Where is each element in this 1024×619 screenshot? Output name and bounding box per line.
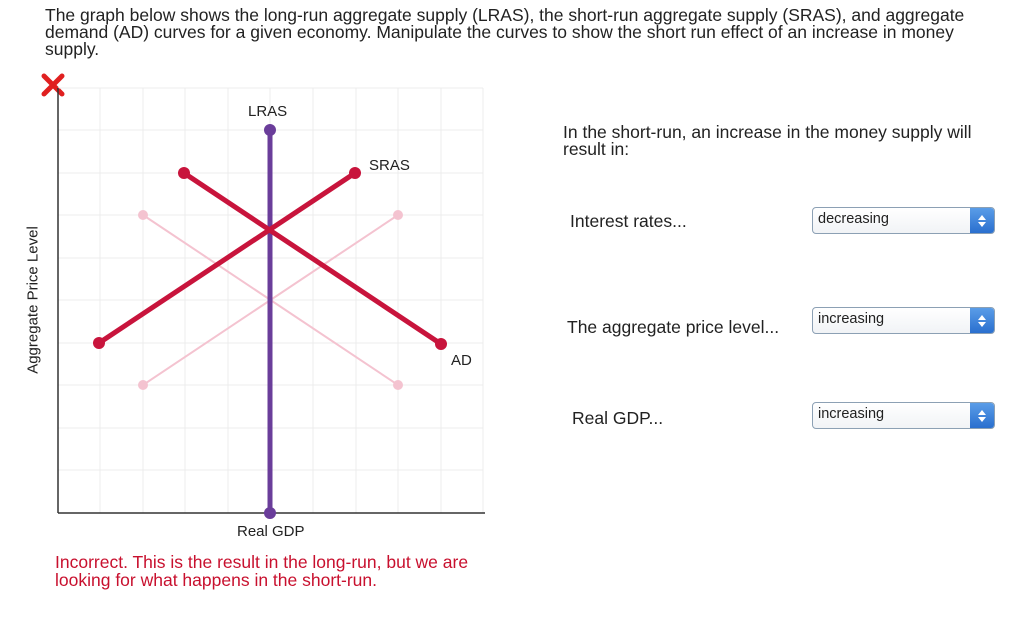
y-axis-label: Aggregate Price Level	[24, 226, 42, 374]
lras-handle-top	[264, 124, 276, 136]
price-level-dropdown[interactable]: increasing	[812, 307, 995, 334]
sras-curve	[96, 170, 358, 346]
ad-handle-left	[178, 167, 190, 179]
ad-curve	[181, 170, 444, 347]
lras-handle-bottom	[264, 507, 276, 519]
select-arrows-icon[interactable]	[970, 208, 994, 233]
price-level-label: The aggregate price level...	[567, 317, 780, 337]
real-gdp-label: Real GDP...	[572, 408, 664, 428]
interest-rates-label: Interest rates...	[570, 211, 687, 231]
ghost-endpoints	[138, 210, 403, 390]
sras-label: SRAS	[369, 157, 410, 174]
x-mark-icon	[41, 73, 65, 97]
price-level-value: increasing	[818, 311, 885, 327]
real-gdp-value: increasing	[818, 406, 885, 422]
interest-rates-value: decreasing	[818, 211, 889, 227]
lras-label: LRAS	[248, 103, 288, 120]
interest-rates-dropdown[interactable]: decreasing	[812, 207, 995, 234]
ad-handle-right	[435, 338, 447, 350]
select-arrows-icon[interactable]	[970, 403, 994, 428]
ad-label: AD	[451, 352, 472, 369]
real-gdp-dropdown[interactable]: increasing	[812, 402, 995, 429]
feedback-message: Incorrect. This is the result in the lon…	[55, 552, 469, 590]
select-arrows-icon[interactable]	[970, 308, 994, 333]
question-prompt: In the short-run, an increase in the mon…	[563, 122, 972, 159]
instructions-text: The graph below shows the long-run aggre…	[45, 5, 965, 59]
sras-handle-right	[349, 167, 361, 179]
sras-handle-left	[93, 337, 105, 349]
x-axis-label: Real GDP	[237, 523, 305, 540]
